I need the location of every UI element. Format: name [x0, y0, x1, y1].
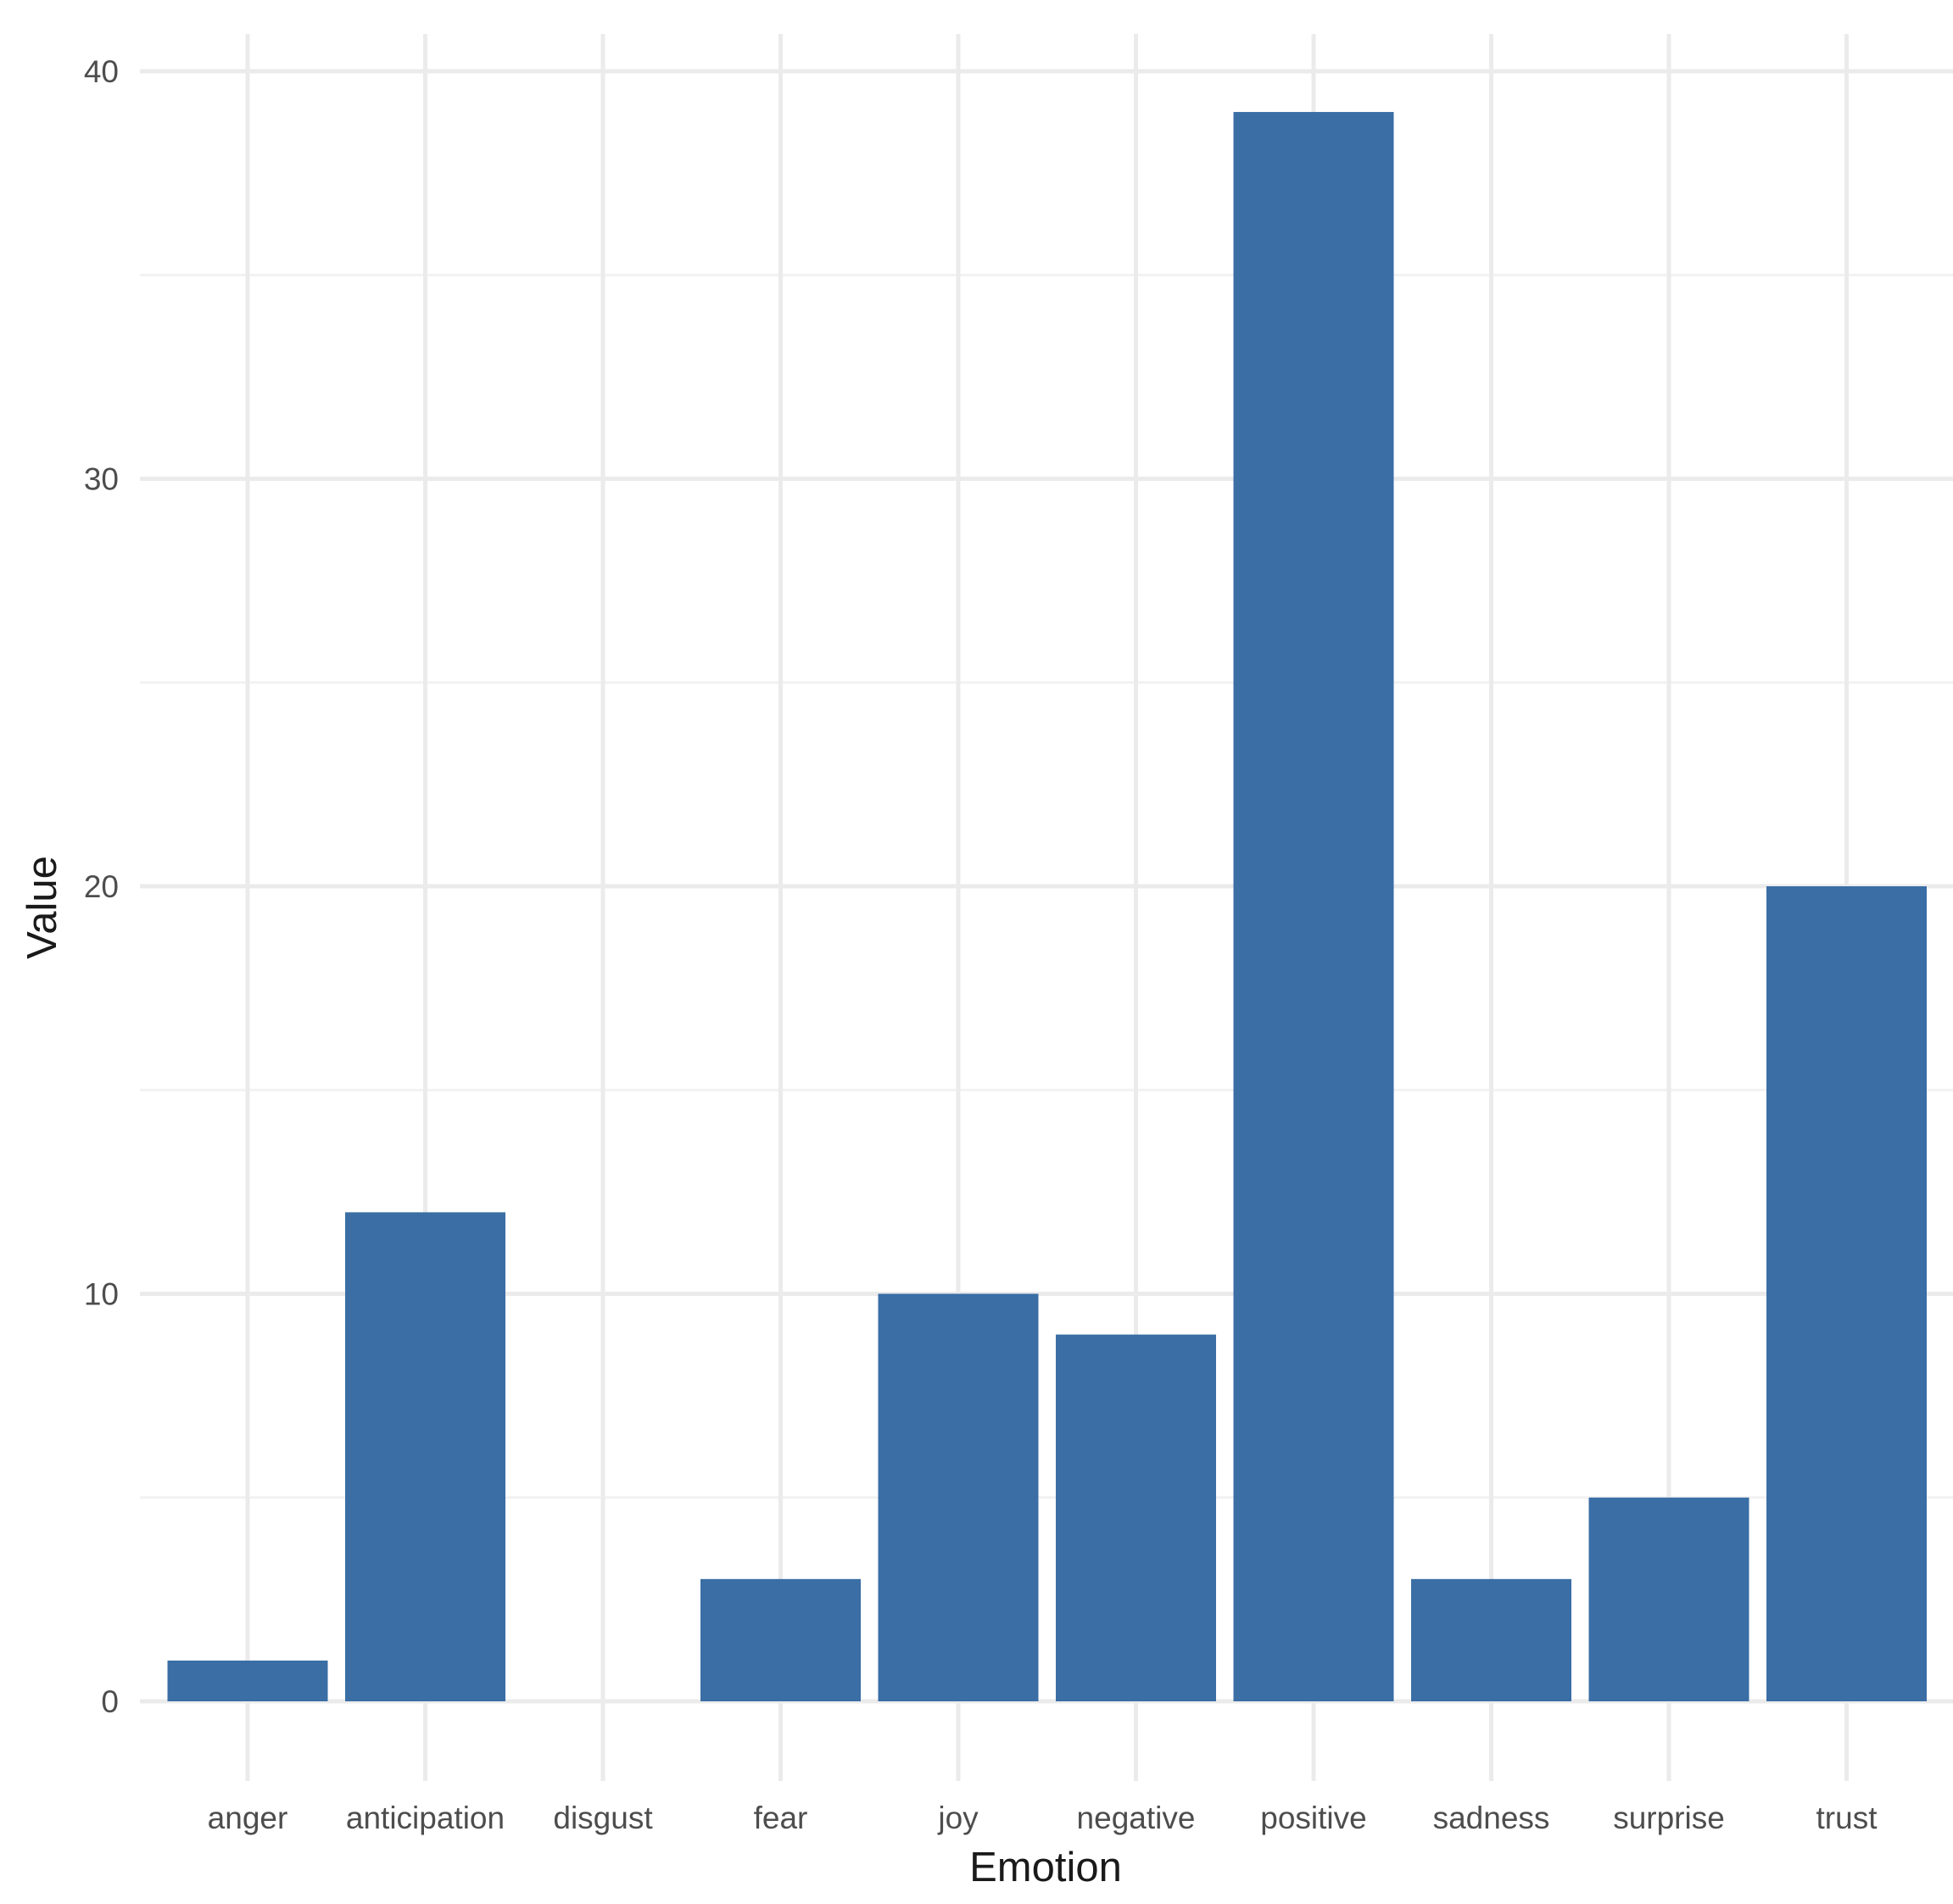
x-tick-label: positive [1260, 1801, 1366, 1835]
bar-trust [1766, 886, 1927, 1701]
x-tick-label: anger [208, 1801, 288, 1835]
y-axis-title: Value [20, 856, 65, 959]
bar-anticipation [345, 1212, 505, 1701]
bar-joy [878, 1293, 1039, 1701]
x-tick-label: trust [1816, 1801, 1878, 1835]
x-tick-label: negative [1077, 1801, 1196, 1835]
x-tick-label: fear [754, 1801, 808, 1835]
x-tick-label: sadness [1433, 1801, 1550, 1835]
bars [167, 112, 1927, 1701]
x-tick-label: anticipation [346, 1801, 505, 1835]
bar-sadness [1411, 1578, 1571, 1701]
bar-positive [1233, 112, 1394, 1701]
y-tick-label: 20 [84, 869, 119, 904]
bar-fear [700, 1578, 861, 1701]
x-tick-label: surprise [1613, 1801, 1725, 1835]
x-tick-label: disgust [553, 1801, 653, 1835]
bar-anger [167, 1660, 328, 1701]
bar-surprise [1588, 1497, 1749, 1701]
y-axis-ticks: 0 10 20 30 40 [84, 54, 119, 1719]
x-axis-title: Emotion [969, 1845, 1122, 1890]
y-tick-label: 10 [84, 1277, 119, 1312]
bar-negative [1056, 1334, 1216, 1701]
y-tick-label: 40 [84, 54, 119, 89]
x-axis-ticks: anger anticipation disgust fear joy negative p… [208, 1801, 1878, 1835]
y-tick-label: 0 [101, 1684, 119, 1719]
y-tick-label: 30 [84, 462, 119, 497]
x-tick-label: joy [937, 1801, 979, 1835]
